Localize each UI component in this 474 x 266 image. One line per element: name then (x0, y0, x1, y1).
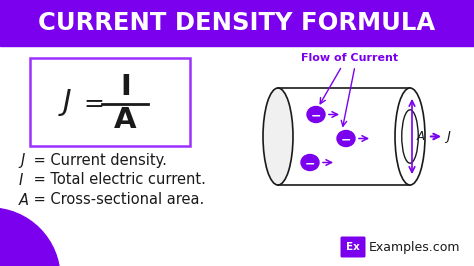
Text: $=$: $=$ (80, 90, 105, 114)
Text: = Cross-sectional area.: = Cross-sectional area. (29, 193, 204, 207)
Ellipse shape (395, 88, 425, 185)
Text: $\mathit{A}$: $\mathit{A}$ (18, 192, 30, 208)
FancyBboxPatch shape (340, 236, 365, 257)
Text: = Total electric current.: = Total electric current. (29, 172, 206, 188)
Text: −: − (305, 157, 315, 170)
Text: $\mathit{J}$: $\mathit{J}$ (18, 151, 26, 169)
Text: $\mathit{J}$: $\mathit{J}$ (58, 86, 72, 118)
Text: Examples.com: Examples.com (369, 240, 461, 253)
Text: = Current density.: = Current density. (29, 152, 167, 168)
FancyBboxPatch shape (30, 58, 190, 146)
Text: $\mathbf{I}$: $\mathbf{I}$ (120, 73, 130, 101)
Ellipse shape (402, 110, 418, 163)
Text: −: − (341, 133, 351, 146)
Bar (278, 88, 410, 185)
Text: Ex: Ex (346, 242, 360, 252)
Text: −: − (311, 109, 321, 122)
Ellipse shape (263, 88, 293, 185)
Text: J: J (446, 130, 450, 143)
Circle shape (0, 208, 60, 266)
Text: $\mathit{I}$: $\mathit{I}$ (18, 172, 24, 188)
Text: Flow of Current: Flow of Current (301, 53, 399, 63)
Ellipse shape (337, 131, 355, 147)
Bar (0, 0, 474, 46)
Ellipse shape (301, 155, 319, 171)
Text: CURRENT DENSITY FORMULA: CURRENT DENSITY FORMULA (38, 11, 436, 35)
Ellipse shape (307, 106, 325, 123)
Text: $\mathbf{A}$: $\mathbf{A}$ (113, 106, 137, 134)
Text: A: A (417, 130, 425, 143)
